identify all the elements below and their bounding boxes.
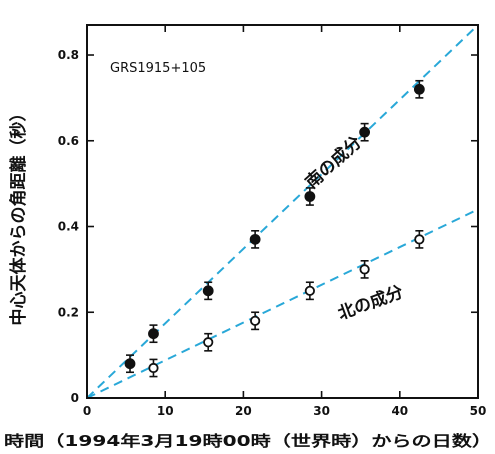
x-tick-label: 50: [470, 404, 487, 418]
y-tick-label: 0.4: [58, 220, 79, 234]
south-component-point: [124, 354, 136, 374]
x-tick-label: 0: [83, 404, 91, 418]
south-component-point: [413, 79, 425, 99]
filled-circle-marker: [304, 191, 316, 202]
open-circle-marker: [414, 234, 425, 245]
y-axis-label: 中心天体からの角距離（秒）: [8, 105, 29, 326]
y-tick-label: 0.8: [58, 48, 79, 62]
north-component-point: [359, 260, 370, 279]
open-circle-marker: [250, 315, 261, 326]
x-tick-label: 30: [313, 404, 330, 418]
north-component-point: [203, 332, 214, 352]
ticks: 0 10 20 30 40 50 0 0.2 0.4 0.6 0.8: [58, 25, 487, 418]
x-tick-label: 20: [235, 404, 252, 418]
axes: [86, 24, 479, 399]
open-circle-marker: [359, 264, 370, 275]
south-component-point: [148, 324, 159, 344]
filled-circle-marker: [413, 83, 425, 95]
filled-circle-marker: [359, 126, 371, 138]
data-markers: [124, 79, 425, 378]
south-component-point: [304, 187, 316, 206]
north-component-point: [250, 311, 261, 331]
north-component-point: [414, 229, 425, 249]
filled-circle-marker: [202, 285, 214, 297]
north-component-point: [304, 281, 315, 301]
filled-circle-marker: [148, 328, 159, 340]
north-component-point: [148, 358, 159, 378]
chart-annotation: GRS1915+105: [110, 61, 206, 76]
south-component-point: [249, 229, 261, 249]
y-tick-label: 0.6: [58, 134, 79, 148]
south-component-label: 南の成分: [301, 132, 366, 193]
open-circle-marker: [203, 337, 214, 348]
y-tick-label: 0.2: [58, 305, 79, 319]
y-tick-label: 0: [71, 391, 79, 405]
south-component-point: [359, 122, 371, 142]
filled-circle-marker: [124, 358, 136, 370]
x-axis-label: 時間（1994年3月19時00時（世界時）からの日数）: [4, 432, 492, 450]
x-tick-label: 10: [157, 404, 174, 418]
north-component-label: 北の成分: [335, 281, 406, 324]
open-circle-marker: [304, 285, 315, 296]
fit-line-north: [86, 208, 479, 399]
plot-frame: [86, 24, 479, 399]
south-component-point: [202, 281, 214, 301]
x-tick-label: 40: [391, 404, 408, 418]
open-circle-marker: [148, 362, 159, 374]
filled-circle-marker: [249, 233, 261, 245]
